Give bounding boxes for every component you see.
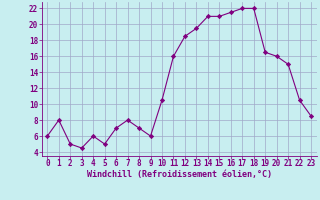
X-axis label: Windchill (Refroidissement éolien,°C): Windchill (Refroidissement éolien,°C) xyxy=(87,170,272,179)
